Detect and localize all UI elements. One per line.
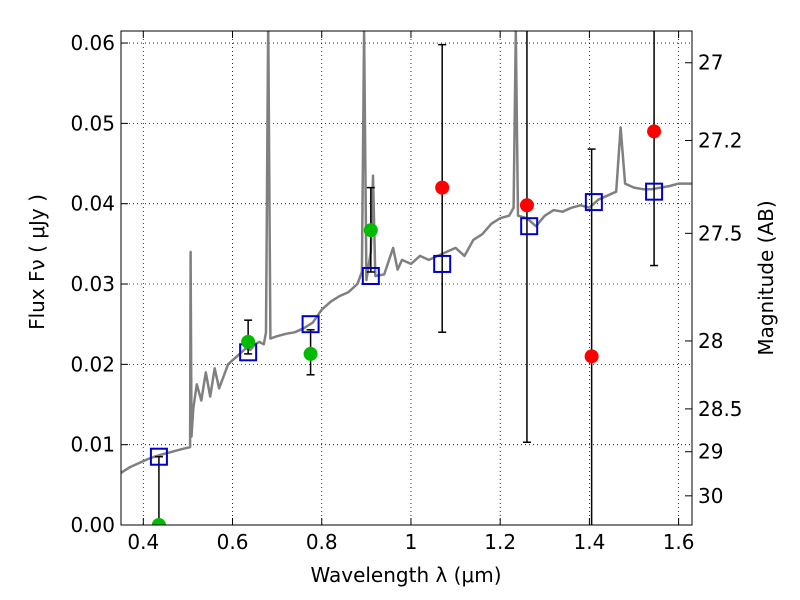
mag-tick-label: 28.5: [698, 397, 743, 421]
x-tick-label: 1.2: [484, 530, 516, 554]
plot-frame: [120, 30, 693, 526]
observed-flux-marker: [435, 180, 450, 195]
x-tick-label: 1: [405, 530, 418, 554]
y-tick-label: 0.00: [70, 513, 115, 537]
y-axis-label-left: Flux Fν ( μJy ): [25, 194, 49, 330]
mag-tick-label: 27: [698, 51, 723, 75]
x-tick-label: 0.8: [306, 530, 338, 554]
plot-content: [121, 31, 692, 525]
model-photometry-marker: [361, 266, 380, 285]
y-tick-label: 0.03: [70, 272, 115, 296]
mag-tick-label: 27.5: [698, 221, 743, 245]
y-tick-label: 0.02: [70, 352, 115, 376]
y-tick-label: 0.06: [70, 31, 115, 55]
model-photometry-marker: [645, 182, 664, 201]
x-tick-label: 1.4: [573, 530, 605, 554]
model-photometry-marker: [584, 193, 603, 212]
y-tick-label: 0.04: [70, 192, 115, 216]
model-photometry-marker: [301, 315, 320, 334]
grid-lines: [121, 31, 692, 525]
x-tick-label: 1.6: [663, 530, 695, 554]
model-spectrum-line: [121, 31, 692, 474]
observed-flux-marker: [363, 223, 378, 238]
axis-ticks: 0.4 0.6 0.8 1 1.2 1.4 1.6 0.00 0.01 0.02 0.03 0.04 0…: [70, 31, 743, 554]
mag-tick-label: 28: [698, 329, 723, 353]
observed-flux-marker: [519, 198, 534, 213]
y-axis-label-right: Magnitude (AB): [754, 200, 778, 355]
x-tick-label: 0.4: [127, 530, 159, 554]
y-tick-label: 0.05: [70, 111, 115, 135]
mag-tick-label: 29: [698, 440, 723, 464]
x-tick-label: 0.6: [217, 530, 249, 554]
observed-flux-marker: [241, 334, 256, 349]
y-tick-label: 0.01: [70, 433, 115, 457]
model-photometry-marker: [433, 254, 452, 273]
mag-tick-label: 30: [698, 484, 723, 508]
mag-tick-label: 27.2: [698, 129, 743, 153]
observed-flux-marker: [303, 346, 318, 361]
observed-flux-marker: [151, 518, 166, 525]
model-photometry-marker: [149, 447, 168, 466]
model-photometry-marker: [520, 217, 539, 236]
x-axis-label: Wavelength λ (μm): [310, 563, 501, 587]
observed-flux-marker: [647, 124, 662, 139]
observed-flux-marker: [584, 349, 599, 364]
